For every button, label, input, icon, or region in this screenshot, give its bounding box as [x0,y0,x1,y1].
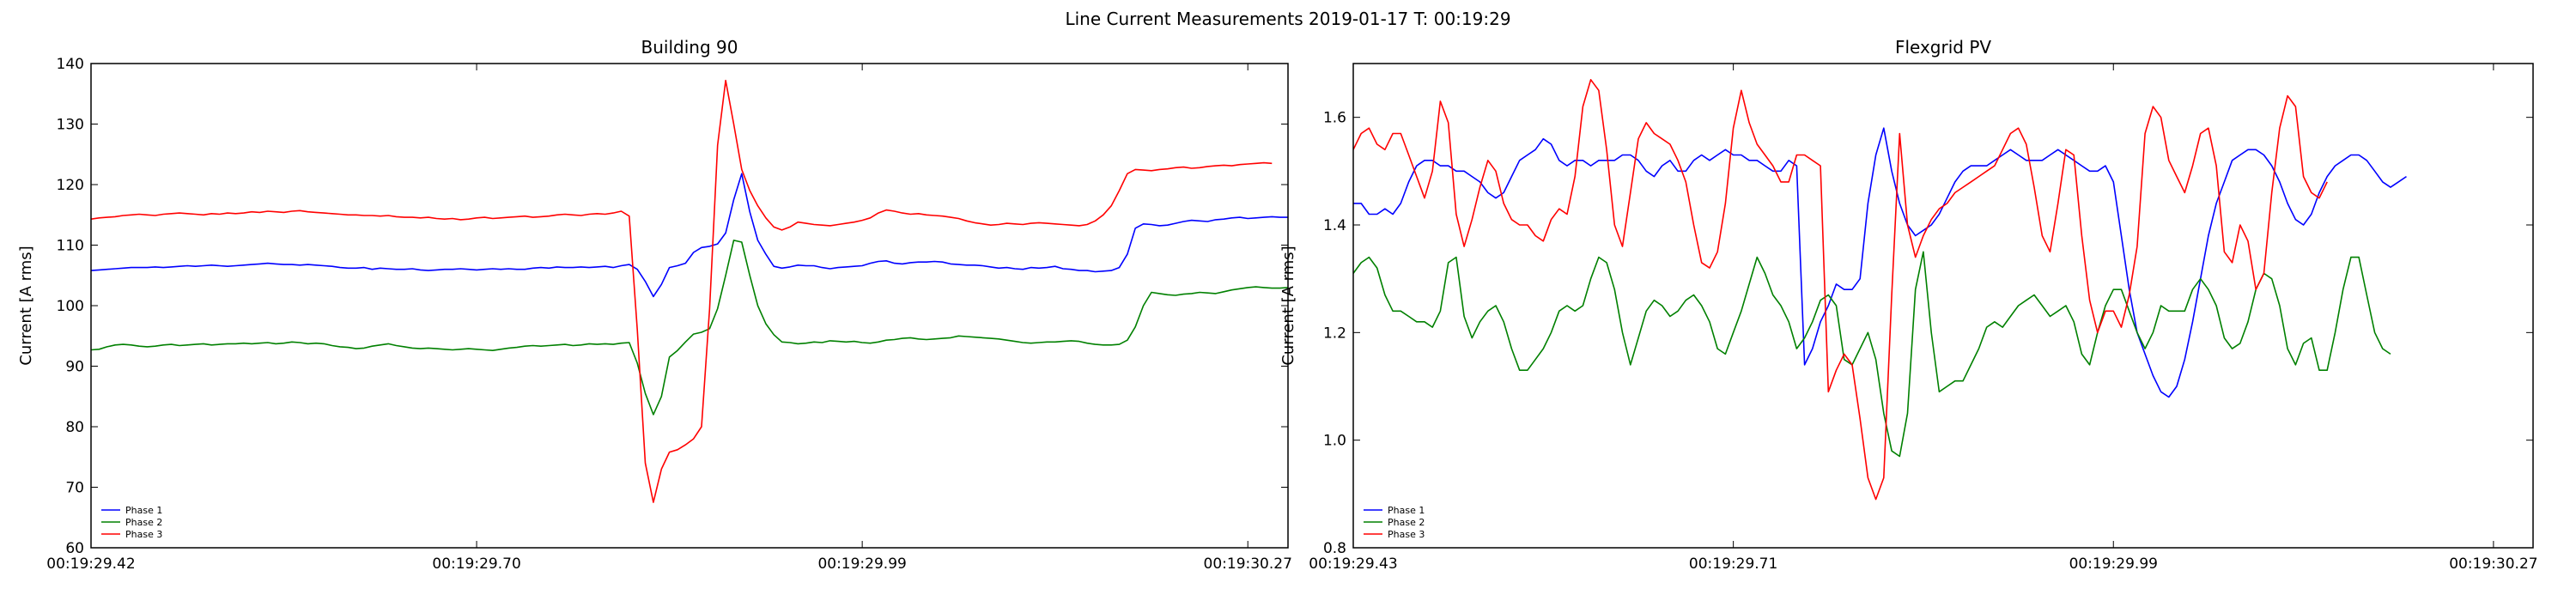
y-axis-label: Current [A rms] [17,246,35,365]
series-line-phase-1 [91,173,1288,298]
x-tick-label: 00:19:30.27 [2449,555,2537,573]
y-tick-label: 1.4 [1323,217,1346,234]
x-tick-label: 00:19:29.70 [432,555,520,573]
series-line-phase-2 [91,240,1288,416]
legend-label-phase-1: Phase 1 [1388,505,1425,516]
series-line-phase-3 [91,79,1273,503]
y-tick-label: 1.2 [1323,325,1346,342]
x-tick-label: 00:19:29.71 [1689,555,1777,573]
chart-panel-2: Flexgrid PV Current [A rms] 0.8 1.0 1.2 1.4 1.… [1279,37,2538,573]
legend-label-phase-2: Phase 2 [1388,517,1425,528]
legend-label-phase-1: Phase 1 [125,505,162,516]
y-tick-label: 140 [57,56,84,73]
figure-title: Line Current Measurements 2019-01-17 T: … [1065,9,1511,29]
x-tick-label: 00:19:29.99 [817,555,906,573]
chart-title: Flexgrid PV [1895,37,1991,58]
y-tick-label: 110 [57,238,84,255]
y-tick-label: 90 [65,359,84,376]
y-tick-label: 60 [65,540,84,557]
y-tick-label: 130 [57,117,84,134]
y-tick-label: 1.6 [1323,110,1346,127]
y-tick-label: 120 [57,177,84,194]
chart-title: Building 90 [641,37,738,58]
axes-frame [1352,63,2534,549]
y-tick-label: 100 [57,298,84,315]
legend-label-phase-3: Phase 3 [1388,529,1425,540]
x-tick-label: 00:19:29.43 [1309,555,1397,573]
x-tick-label: 00:19:29.99 [2069,555,2158,573]
y-tick-label: 0.8 [1323,540,1346,557]
x-tick-label: 00:19:30.27 [1204,555,1292,573]
y-tick-label: 70 [65,480,84,497]
y-axis-label: Current [A rms] [1279,246,1297,365]
y-tick-label: 80 [65,419,84,436]
chart-panel-1: Building 90 Current [A rms] 60 70 80 90 100 110… [17,37,1292,573]
series-line-phase-1 [1353,127,2407,398]
series-line-phase-3 [1353,79,2328,501]
y-tick-label: 1.0 [1323,433,1346,450]
legend-label-phase-3: Phase 3 [125,529,162,540]
legend-label-phase-2: Phase 2 [125,517,162,528]
axes-frame [90,63,1289,549]
series-line-phase-2 [1353,251,2391,458]
x-tick-label: 00:19:29.42 [46,555,135,573]
